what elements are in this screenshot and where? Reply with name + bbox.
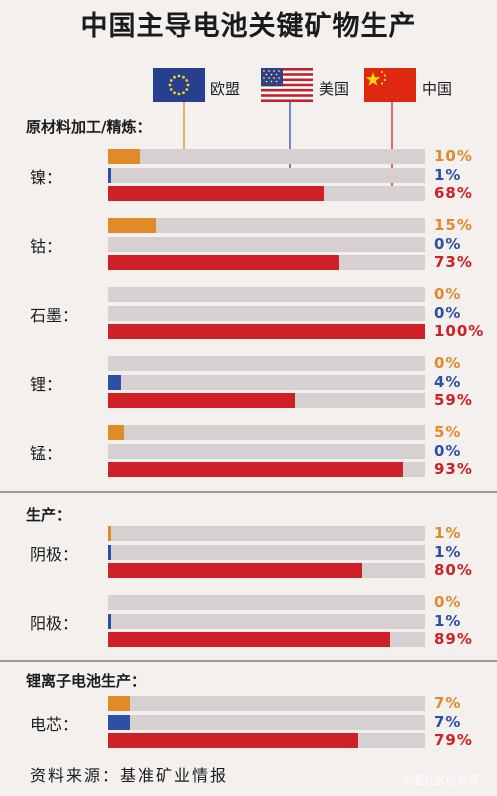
value-label-cn: 68% <box>434 184 473 202</box>
bar-us <box>108 167 112 183</box>
bar-track <box>108 374 425 390</box>
bar-us <box>108 613 112 629</box>
value-label-eu: 5% <box>434 423 462 441</box>
bar-cn <box>108 462 403 477</box>
bar-eu <box>108 218 156 233</box>
value-label-cn: 100% <box>434 322 485 340</box>
bar-us <box>108 374 121 390</box>
bar-eu <box>108 425 124 440</box>
bar-track <box>108 733 425 748</box>
bar-track <box>108 167 425 183</box>
value-label-us: 0% <box>434 234 462 253</box>
bar-eu <box>108 149 140 164</box>
bar-track <box>108 149 425 164</box>
value-label-us: 1% <box>434 611 462 630</box>
section-divider <box>0 660 497 662</box>
category-label: 镍： <box>30 167 63 187</box>
bar-track <box>108 563 425 578</box>
bar-track <box>108 443 425 459</box>
section-title: 原材料加工/精炼： <box>26 118 152 136</box>
bar-us <box>108 714 131 730</box>
category-label: 石墨： <box>30 305 79 325</box>
bar-cn <box>108 733 359 748</box>
category-label: 阴极： <box>30 544 79 564</box>
watermark: 凤凰社区@霍评 <box>402 774 479 787</box>
bar-track <box>108 696 425 711</box>
category-label: 锰： <box>30 443 63 463</box>
bar-track <box>108 218 425 233</box>
value-label-us: 4% <box>434 372 462 391</box>
value-label-us: 0% <box>434 303 462 322</box>
value-label-cn: 79% <box>434 731 473 749</box>
bar-track <box>108 255 425 270</box>
bar-cn <box>108 255 340 270</box>
value-label-us: 1% <box>434 542 462 561</box>
section-divider <box>0 491 497 493</box>
section-title: 锂离子电池生产： <box>26 672 147 690</box>
value-label-cn: 80% <box>434 561 473 579</box>
bar-track <box>108 425 425 440</box>
legend-label-cn: 中国 <box>422 80 453 98</box>
category-label: 钴： <box>30 236 63 256</box>
category-label: 阳极： <box>30 613 79 633</box>
bar-track <box>108 632 425 647</box>
bar-track <box>108 462 425 477</box>
value-label-cn: 73% <box>434 253 473 271</box>
bar-track <box>108 544 425 560</box>
category-label: 锂： <box>30 374 63 394</box>
bar-track <box>108 305 425 321</box>
value-label-us: 7% <box>434 712 462 731</box>
us-flag-icon <box>261 68 313 102</box>
value-label-us: 1% <box>434 165 462 184</box>
page-title: 中国主导电池关键矿物生产 <box>80 11 417 42</box>
bar-cn <box>108 632 391 647</box>
bar-us <box>108 544 112 560</box>
value-label-cn: 93% <box>434 460 473 478</box>
value-label-eu: 1% <box>434 524 462 542</box>
bar-cn <box>108 324 425 339</box>
value-label-cn: 89% <box>434 630 473 648</box>
value-label-eu: 10% <box>434 147 473 165</box>
bar-eu <box>108 526 112 541</box>
bar-track <box>108 236 425 252</box>
bar-cn <box>108 563 362 578</box>
eu-flag-icon <box>153 68 205 102</box>
value-label-eu: 15% <box>434 216 473 234</box>
value-label-eu: 7% <box>434 694 462 712</box>
value-label-eu: 0% <box>434 593 462 611</box>
legend-label-eu: 欧盟 <box>210 80 241 98</box>
value-label-eu: 0% <box>434 354 462 372</box>
bar-track <box>108 613 425 629</box>
bar-track <box>108 714 425 730</box>
bar-track <box>108 324 425 339</box>
bar-cn <box>108 186 324 201</box>
bar-track <box>108 393 425 408</box>
source-note: 资料来源：基准矿业情报 <box>30 766 229 785</box>
bar-track <box>108 186 425 201</box>
value-label-eu: 0% <box>434 285 462 303</box>
category-label: 电芯： <box>30 714 79 734</box>
legend-label-us: 美国 <box>319 80 350 98</box>
value-label-cn: 59% <box>434 391 473 409</box>
bar-track <box>108 356 425 371</box>
china-flag-icon <box>364 68 416 102</box>
bar-track <box>108 595 425 610</box>
section-title: 生产： <box>26 506 72 524</box>
value-label-us: 0% <box>434 441 462 460</box>
bar-eu <box>108 696 131 711</box>
bar-track <box>108 287 425 302</box>
bar-track <box>108 526 425 541</box>
bar-cn <box>108 393 296 408</box>
